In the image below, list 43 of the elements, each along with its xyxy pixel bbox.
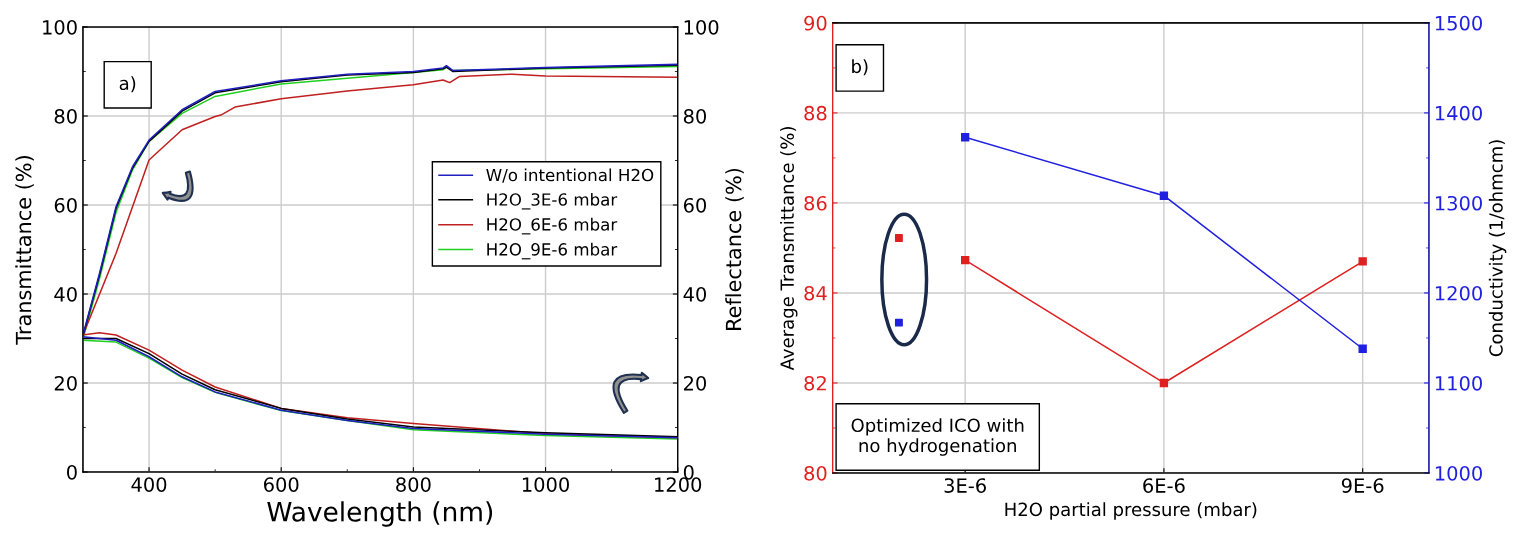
y2-axis-title: Conductivity (1/ohmcm) bbox=[1488, 140, 1507, 357]
y2-tick-label: 100 bbox=[684, 19, 719, 35]
y2-tick-label: 20 bbox=[684, 375, 707, 391]
y-tick-label: 60 bbox=[54, 197, 77, 213]
y2-tick-label: 80 bbox=[683, 108, 707, 124]
x-tick-label: 3E-6 bbox=[944, 478, 986, 493]
y-tick-label: 88 bbox=[804, 105, 827, 121]
x-tick-label: 1000 bbox=[522, 477, 569, 492]
y2-tick-label: 1300 bbox=[1435, 195, 1482, 211]
y-tick-label: 90 bbox=[804, 15, 827, 31]
x-axis-title: Wavelength (nm) bbox=[267, 501, 493, 527]
legend-label: H2O_9E-6 mbar bbox=[487, 242, 618, 260]
y2-axis-title: Reflectance (%) bbox=[725, 168, 744, 330]
annotation: a) bbox=[119, 76, 136, 93]
x-tick-label: 800 bbox=[396, 477, 431, 492]
y2-tick-label: 1400 bbox=[1435, 105, 1482, 121]
annotation: b) bbox=[852, 59, 868, 76]
y-tick-label: 100 bbox=[43, 19, 77, 35]
y2-tick-label: 1200 bbox=[1435, 285, 1482, 301]
y-tick-label: 82 bbox=[804, 375, 826, 391]
y2-tick-label: 1500 bbox=[1435, 15, 1482, 31]
y-axis-title: Average Transmittance (%) bbox=[780, 127, 798, 371]
y-tick-label: 84 bbox=[804, 285, 827, 301]
y2-tick-label: 1000 bbox=[1435, 465, 1482, 481]
legend-label: H2O_3E-6 mbar bbox=[487, 192, 618, 210]
y-tick-label: 80 bbox=[54, 108, 77, 124]
y2-tick-label: 40 bbox=[683, 286, 707, 302]
x-tick-label: 9E-6 bbox=[1341, 478, 1384, 493]
legend-label: W/o intentional H2O bbox=[486, 168, 654, 183]
y-tick-label: 40 bbox=[54, 286, 77, 302]
y2-tick-label: 60 bbox=[683, 197, 707, 213]
y-tick-label: 86 bbox=[804, 195, 827, 211]
annotation: Optimized ICO with no hydrogenation bbox=[851, 418, 1024, 456]
x-tick-label: 600 bbox=[264, 477, 299, 492]
x-tick-label: 400 bbox=[131, 477, 167, 492]
legend-label: H2O_6E-6 mbar bbox=[487, 217, 618, 235]
y-tick-label: 20 bbox=[54, 375, 77, 391]
y-tick-label: 80 bbox=[804, 465, 827, 481]
x-axis-title: H2O partial pressure (mbar) bbox=[1005, 502, 1257, 520]
y-tick-label: 0 bbox=[67, 464, 77, 480]
x-tick-label: 6E-6 bbox=[1143, 478, 1185, 493]
y2-tick-label: 1100 bbox=[1435, 375, 1482, 391]
y-axis-title: Transmittance (%) bbox=[15, 156, 34, 345]
